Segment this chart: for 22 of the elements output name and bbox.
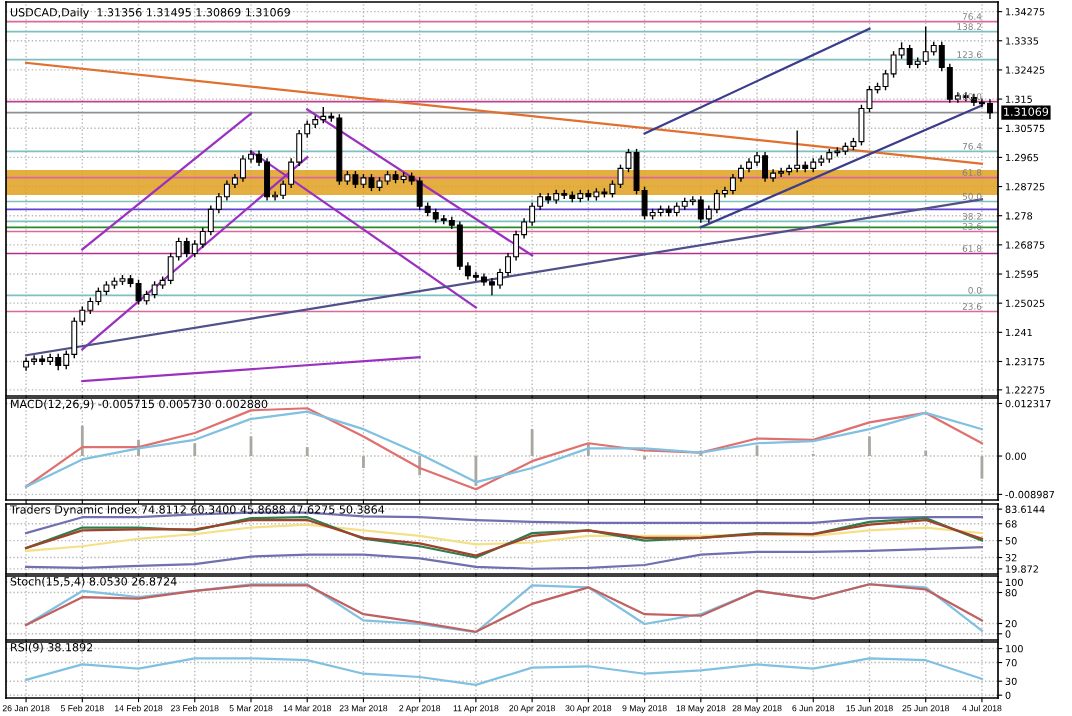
candlestick [529, 201, 536, 227]
candlestick [135, 278, 142, 306]
candlestick [713, 189, 720, 214]
candlestick [794, 129, 801, 173]
line-series [24, 657, 984, 687]
candlestick [239, 154, 246, 183]
candlestick [472, 271, 479, 282]
candlestick [906, 44, 913, 69]
line-series [24, 546, 984, 570]
candlestick [890, 50, 897, 79]
candlestick [987, 98, 993, 120]
candlestick [456, 220, 463, 271]
candlestick [264, 157, 271, 202]
candlestick [729, 173, 736, 195]
candlestick [223, 179, 230, 202]
candlestick [71, 316, 78, 359]
candlestick [697, 195, 704, 224]
candlestick [762, 151, 769, 183]
candlestick [488, 277, 495, 296]
candlestick [416, 176, 423, 211]
candlestick [183, 237, 190, 259]
candlestick [922, 25, 929, 66]
